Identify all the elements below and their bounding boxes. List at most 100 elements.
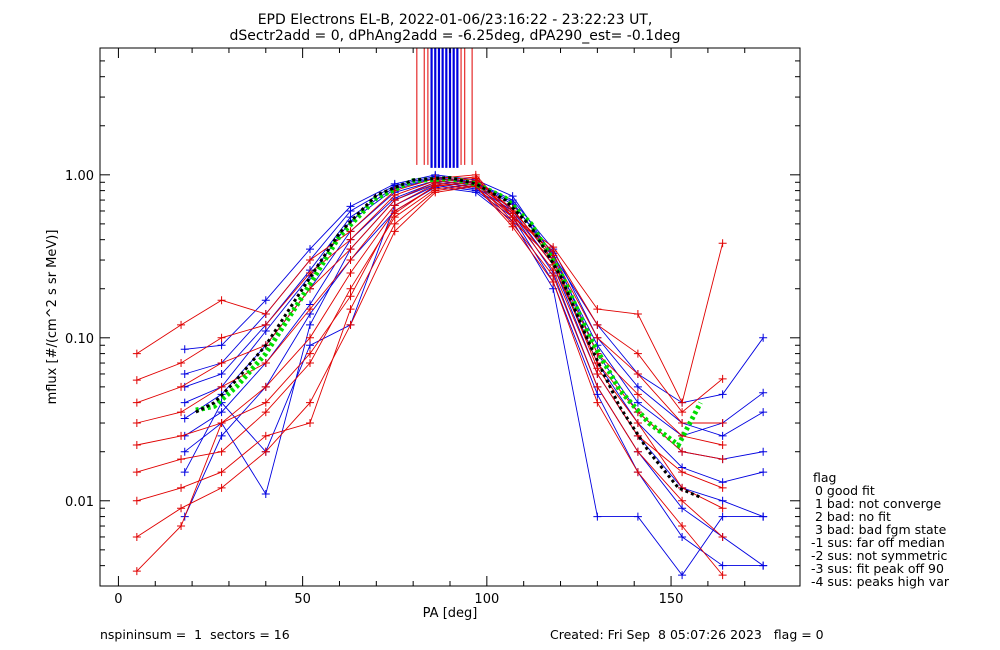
footer-left: nspininsum = 1 sectors = 16 bbox=[100, 627, 290, 642]
series-12-point-14 bbox=[718, 440, 727, 449]
series-7-point-1 bbox=[217, 431, 226, 440]
legend-entry-5: -2 sus: not symmetric bbox=[811, 548, 947, 563]
series-15-point-13 bbox=[678, 496, 687, 505]
series-15-point-4 bbox=[306, 419, 314, 428]
series-14-point-5 bbox=[346, 284, 355, 293]
series-7-point-13 bbox=[718, 512, 727, 521]
series-17-point-1 bbox=[177, 522, 186, 531]
series-17-point-14 bbox=[718, 504, 727, 513]
series-1-point-0 bbox=[180, 398, 189, 407]
series-4-point-13 bbox=[718, 496, 727, 505]
series-16-point-11 bbox=[593, 398, 602, 407]
series-7-point-12 bbox=[678, 571, 687, 580]
series-11-point-12 bbox=[633, 369, 642, 378]
series-9-point-2 bbox=[217, 296, 226, 305]
series-3-point-3 bbox=[306, 245, 314, 254]
series-11-point-0 bbox=[132, 398, 141, 407]
series-17-point-2 bbox=[217, 419, 226, 428]
series-15-point-2 bbox=[217, 468, 226, 477]
series-13-point-5 bbox=[346, 268, 355, 277]
series-17-point-11 bbox=[593, 364, 602, 373]
series-3-point-2 bbox=[261, 296, 270, 305]
series-15-point-1 bbox=[177, 483, 186, 492]
series-line-3 bbox=[184, 174, 764, 404]
series-16-point-5 bbox=[346, 320, 355, 329]
series-3-point-1 bbox=[217, 341, 226, 350]
series-0-point-0 bbox=[180, 414, 189, 423]
series-10-point-13 bbox=[678, 408, 687, 417]
series-5-point-0 bbox=[180, 447, 189, 456]
series-16-point-4 bbox=[306, 398, 314, 407]
series-11-point-13 bbox=[678, 419, 687, 428]
series-10-point-14 bbox=[718, 374, 727, 383]
chart-title: EPD Electrons EL-B, 2022-01-06/23:16:22 … bbox=[258, 12, 653, 28]
series-2-point-13 bbox=[718, 431, 727, 440]
series-11-point-1 bbox=[177, 382, 186, 391]
series-6-point-0 bbox=[180, 468, 189, 477]
series-line-9 bbox=[136, 174, 724, 404]
series-8-point-14 bbox=[759, 388, 768, 397]
series-15-point-3 bbox=[261, 431, 270, 440]
series-12-point-12 bbox=[633, 390, 642, 399]
series-3-point-0 bbox=[180, 345, 189, 354]
series-14-point-14 bbox=[718, 483, 727, 492]
series-9-point-4 bbox=[306, 256, 314, 265]
series-17-point-12 bbox=[633, 419, 642, 428]
series-16-point-0 bbox=[132, 532, 141, 541]
series-5-point-3 bbox=[306, 320, 314, 329]
series-16-point-7 bbox=[431, 188, 440, 197]
x-tick-label-3: 150 bbox=[659, 592, 684, 607]
series-10-point-3 bbox=[261, 320, 270, 329]
series-9-point-12 bbox=[633, 309, 642, 318]
series-13-point-4 bbox=[306, 333, 314, 342]
series-11-point-14 bbox=[718, 419, 727, 428]
series-14-point-0 bbox=[132, 468, 141, 477]
series-15-point-14 bbox=[718, 532, 727, 541]
fit-curve-18 bbox=[195, 175, 703, 449]
series-2-point-11 bbox=[633, 382, 642, 391]
series-16-point-2 bbox=[217, 483, 226, 492]
series-14-point-1 bbox=[177, 455, 186, 464]
series-9-point-3 bbox=[261, 309, 270, 318]
series-13-point-1 bbox=[177, 431, 186, 440]
legend-entry-1: 1 bad: not converge bbox=[811, 496, 941, 511]
x-tick-label-0: 0 bbox=[114, 592, 122, 607]
x-axis-label: PA [deg] bbox=[423, 606, 478, 621]
series-10-point-0 bbox=[132, 376, 141, 385]
series-9-point-5 bbox=[346, 227, 355, 236]
series-9-point-1 bbox=[177, 320, 186, 329]
series-12-point-5 bbox=[346, 256, 355, 265]
series-10-point-12 bbox=[633, 349, 642, 358]
series-15-point-11 bbox=[593, 382, 602, 391]
series-6-point-13 bbox=[718, 561, 727, 570]
legend-entry-7: -4 sus: peaks high var bbox=[811, 574, 950, 589]
series-7-point-10 bbox=[593, 512, 602, 521]
series-14-point-4 bbox=[306, 359, 314, 368]
series-17-point-5 bbox=[346, 292, 355, 301]
series-3-point-4 bbox=[346, 202, 355, 211]
series-line-14 bbox=[136, 183, 723, 489]
peak-spikes bbox=[416, 48, 473, 168]
series-17-point-0 bbox=[132, 567, 141, 576]
legend-entry-6: -3 sus: fit peak off 90 bbox=[811, 561, 944, 576]
series-17-point-9 bbox=[508, 217, 517, 226]
y-tick-label-1: 0.10 bbox=[65, 332, 94, 347]
series-15-point-6 bbox=[390, 219, 399, 228]
legend-entry-2: 2 bad: no fit bbox=[811, 509, 891, 524]
legend: flag 0 good fit 1 bad: not converge 2 ba… bbox=[811, 470, 950, 589]
series-17-point-7 bbox=[431, 181, 440, 190]
series-16-point-10 bbox=[549, 277, 558, 286]
series-line-5 bbox=[184, 183, 764, 566]
series-13-point-13 bbox=[678, 447, 687, 456]
series-9-point-0 bbox=[132, 349, 141, 358]
legend-entry-3: 3 bad: bad fgm state bbox=[811, 522, 947, 537]
series-line-4 bbox=[184, 181, 764, 518]
chart-subtitle: dSectr2add = 0, dPhAng2add = -6.25deg, d… bbox=[230, 28, 681, 44]
series-11-point-11 bbox=[593, 333, 602, 342]
series-line-17 bbox=[136, 181, 723, 572]
series-17-point-4 bbox=[306, 349, 314, 358]
series-8-point-11 bbox=[633, 398, 642, 407]
fit-curve-19 bbox=[195, 176, 702, 499]
series-line-6 bbox=[184, 185, 764, 567]
